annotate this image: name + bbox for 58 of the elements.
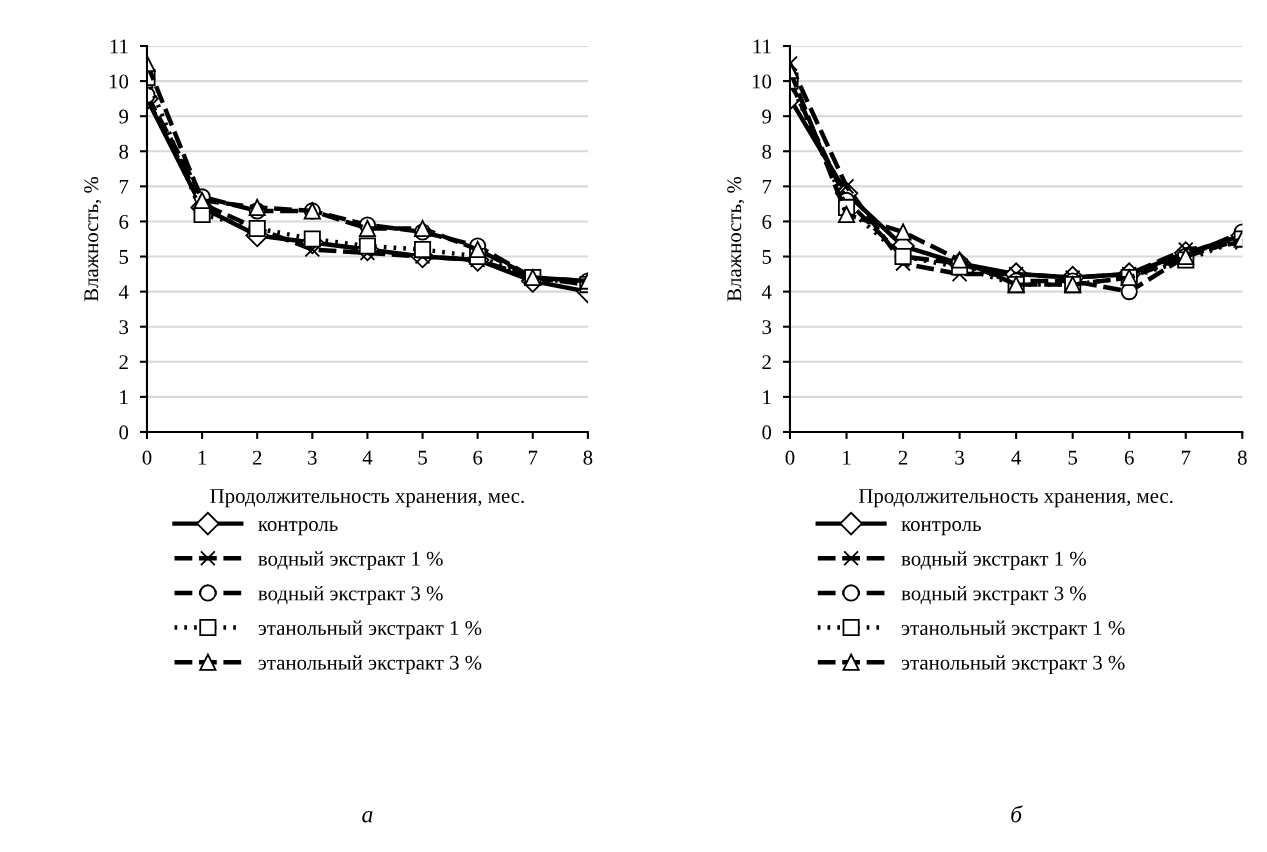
- legend-label: водный экстракт 1 %: [901, 551, 1086, 570]
- legend-label: водный экстракт 3 %: [258, 585, 443, 605]
- y-tick-label: 3: [119, 320, 129, 335]
- y-tick-label: 6: [119, 214, 129, 229]
- y-tick-label: 11: [110, 39, 128, 54]
- x-tick-label: 5: [1068, 450, 1078, 465]
- y-tick-label: 9: [762, 109, 772, 124]
- y-tick-label: 8: [119, 144, 129, 159]
- x-tick-label: 1: [198, 450, 207, 465]
- x-tick-label: 7: [1181, 450, 1191, 465]
- x-tick-label: 7: [528, 450, 538, 465]
- x-tick-label: 3: [308, 450, 317, 465]
- x-tick-label: 4: [1011, 450, 1022, 465]
- y-tick-label: 4: [118, 285, 129, 299]
- x-tick-label: 8: [1237, 450, 1247, 465]
- y-tick-label: 0: [762, 425, 772, 440]
- y-tick-label: 3: [762, 320, 772, 335]
- legend-label: контроль: [258, 521, 338, 536]
- y-tick-label: 2: [762, 355, 771, 370]
- x-tick-label: 2: [898, 450, 908, 465]
- y-tick-label: 6: [762, 214, 772, 229]
- y-tick-label: 5: [762, 250, 772, 264]
- legend-label: этанольный экстракт 3 %: [901, 655, 1125, 674]
- y-tick-label: 2: [119, 355, 128, 370]
- x-tick-label: 0: [785, 450, 795, 465]
- y-tick-label: 10: [109, 74, 129, 89]
- y-tick-label: 1: [120, 390, 128, 405]
- legend-label: контроль: [901, 521, 981, 536]
- legend-label: водный экстракт 1 %: [258, 551, 443, 570]
- y-tick-label: 0: [119, 425, 129, 440]
- legend-label: этанольный экстракт 3 %: [258, 655, 482, 674]
- y-tick-label: 7: [119, 179, 129, 194]
- text: а: [362, 811, 373, 823]
- legend-label: этанольный экстракт 1 %: [901, 620, 1125, 640]
- y-tick-label: 7: [762, 179, 772, 194]
- y-axis-title: Влажность, %: [727, 176, 745, 302]
- x-axis-title: Продолжительность хранения, мес.: [858, 489, 1173, 508]
- x-tick-label: 4: [362, 450, 373, 465]
- legend-label: водный экстракт 3 %: [901, 585, 1086, 605]
- x-axis-title: Продолжительность хранения, мес.: [210, 489, 524, 508]
- legend-label: этанольный экстракт 1 %: [258, 620, 482, 640]
- x-tick-label: 2: [252, 450, 262, 465]
- text: б: [1011, 805, 1023, 823]
- x-tick-label: 1: [843, 450, 851, 465]
- y-tick-label: 4: [761, 285, 772, 299]
- y-tick-label: 11: [753, 39, 771, 54]
- y-tick-label: 8: [762, 144, 772, 159]
- y-tick-label: 5: [119, 250, 129, 264]
- y-tick-label: 9: [119, 109, 129, 124]
- y-axis-title: Влажность, %: [84, 176, 102, 302]
- x-tick-label: 3: [955, 450, 964, 465]
- x-tick-label: 8: [583, 450, 593, 465]
- x-tick-label: 5: [418, 450, 427, 465]
- y-tick-label: 10: [752, 74, 772, 89]
- x-tick-label: 6: [1124, 450, 1134, 465]
- x-tick-label: 0: [142, 450, 152, 465]
- x-tick-label: 6: [473, 450, 483, 465]
- y-tick-label: 1: [763, 390, 771, 405]
